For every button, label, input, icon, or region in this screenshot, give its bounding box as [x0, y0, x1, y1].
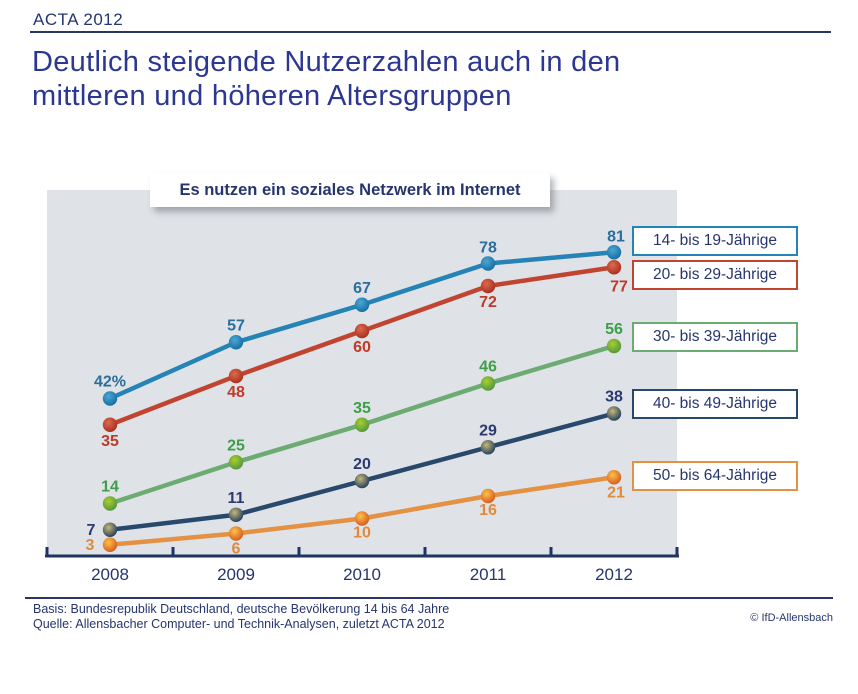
point-label: 67: [353, 280, 371, 297]
plot-area: [47, 190, 677, 556]
point-label: 38: [605, 389, 623, 406]
point-label: 21: [607, 484, 625, 501]
data-point: [228, 335, 244, 350]
data-point: [606, 260, 622, 275]
data-point: [354, 323, 370, 339]
point-label: 72: [479, 294, 497, 311]
page-title: Deutlich steigende Nutzerzahlen auch in …: [32, 46, 822, 114]
point-label: 60: [353, 339, 371, 356]
page-title-line1: Deutlich steigende Nutzerzahlen auch in …: [32, 46, 621, 78]
point-label: 81: [607, 228, 625, 245]
data-point: [480, 256, 496, 271]
point-label: 35: [353, 400, 371, 417]
data-point: [480, 440, 496, 455]
data-point: [354, 417, 370, 432]
data-point: [480, 278, 496, 294]
legend-item: 14- bis 19-Jährige: [632, 226, 798, 256]
data-point: [480, 376, 496, 391]
page-title-line2: mittleren und höheren Altersgruppen: [32, 79, 512, 112]
point-label: 20: [353, 456, 371, 473]
x-axis-label: 2009: [217, 565, 255, 584]
point-label: 78: [479, 240, 497, 257]
point-label: 46: [479, 359, 497, 376]
data-point: [102, 417, 118, 432]
data-point: [102, 522, 118, 537]
footer-source: Quelle: Allensbacher Computer- und Techn…: [33, 617, 445, 631]
point-label: 16: [479, 502, 497, 519]
header-divider: [30, 31, 831, 33]
legend-item: 40- bis 49-Jährige: [632, 389, 798, 419]
point-label: 42%: [94, 374, 126, 391]
data-point: [228, 368, 244, 384]
point-label: 48: [227, 384, 245, 401]
point-label: 3: [86, 537, 95, 554]
point-label: 25: [227, 437, 245, 454]
point-label: 11: [228, 490, 245, 507]
legend-item: 30- bis 39-Jährige: [632, 322, 798, 352]
x-axis-label: 2012: [595, 565, 633, 584]
point-label: 56: [605, 321, 623, 338]
legend-item: 20- bis 29-Jährige: [632, 260, 798, 290]
report-label: ACTA 2012: [33, 10, 124, 29]
legend-item: 50- bis 64-Jährige: [632, 461, 798, 491]
data-point: [228, 455, 244, 470]
point-label: 7: [87, 522, 96, 539]
point-label: 77: [610, 278, 628, 295]
data-point: [102, 496, 118, 511]
footer-copyright: © IfD-Allensbach: [750, 612, 833, 624]
x-axis-label: 2008: [91, 565, 129, 584]
data-point: [102, 391, 118, 406]
point-label: 57: [227, 317, 245, 334]
point-label: 29: [479, 422, 497, 439]
x-axis-label: 2010: [343, 565, 381, 584]
footer-basis: Basis: Bundesrepublik Deutschland, deuts…: [33, 602, 450, 616]
footer-divider: [25, 597, 833, 599]
data-point: [606, 470, 622, 485]
data-point: [606, 338, 622, 354]
point-label: 6: [232, 541, 241, 558]
data-point: [228, 526, 244, 541]
data-point: [606, 245, 622, 260]
x-axis-label: 2011: [470, 565, 507, 584]
data-point: [102, 537, 118, 552]
point-label: 14: [101, 479, 119, 496]
chart-title: Es nutzen ein soziales Netzwerk im Inter…: [150, 173, 550, 207]
data-point: [354, 473, 370, 489]
point-label: 35: [101, 433, 119, 450]
data-point: [354, 297, 370, 312]
point-label: 10: [353, 525, 371, 542]
data-point: [228, 507, 244, 522]
data-point: [480, 488, 496, 504]
data-point: [354, 511, 370, 526]
data-point: [606, 406, 622, 421]
